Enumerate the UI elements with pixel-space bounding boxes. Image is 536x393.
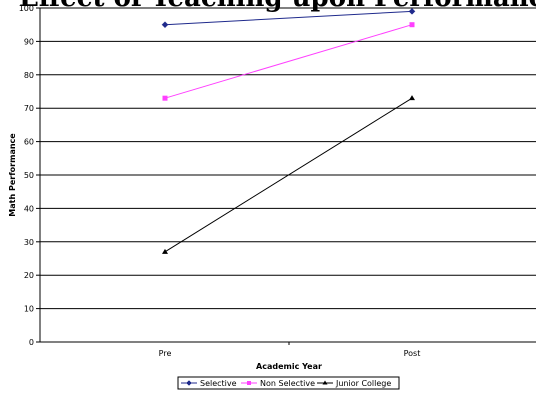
data-point xyxy=(186,380,192,386)
series-line xyxy=(164,24,413,99)
y-axis-label: Math Performance xyxy=(8,133,17,217)
legend-label: Junior College xyxy=(335,379,391,388)
data-point xyxy=(409,95,415,101)
x-tick-label: Post xyxy=(404,349,421,358)
legend-item: Selective xyxy=(181,379,237,388)
y-tick-label: 50 xyxy=(24,171,34,180)
series-group xyxy=(161,7,416,254)
y-tick-label: 100 xyxy=(19,4,34,13)
data-point xyxy=(409,22,415,28)
data-point xyxy=(162,95,168,101)
series-junior-college xyxy=(162,95,415,254)
data-point xyxy=(162,248,168,254)
y-tick-label: 0 xyxy=(29,338,34,347)
gridlines xyxy=(40,7,536,310)
y-tick-label: 70 xyxy=(24,104,34,113)
series-non-selective xyxy=(162,22,415,101)
series-line xyxy=(164,97,413,253)
series-line xyxy=(164,10,413,26)
legend-item: Non Selective xyxy=(241,379,315,388)
data-point xyxy=(408,7,416,15)
y-axis-ticks: 0 10 20 30 40 50 60 70 80 90 100 xyxy=(19,4,40,347)
y-tick-label: 60 xyxy=(24,138,34,147)
data-point xyxy=(161,21,169,29)
chart-title: Effect of Teaching upon Performance xyxy=(19,0,536,13)
series-selective xyxy=(161,7,416,29)
data-point xyxy=(322,380,328,385)
legend-box xyxy=(177,376,400,390)
x-axis-label: Academic Year xyxy=(256,362,322,371)
y-tick-label: 10 xyxy=(24,305,34,314)
legend-label: Non Selective xyxy=(260,379,315,388)
legend-label: Selective xyxy=(200,379,237,388)
y-tick-label: 20 xyxy=(24,271,34,280)
legend-item: Junior College xyxy=(317,379,391,388)
legend: Selective Non Selective Junior College xyxy=(177,376,400,390)
y-tick-label: 30 xyxy=(24,238,34,247)
y-tick-label: 90 xyxy=(24,37,34,46)
x-tick-label: Pre xyxy=(159,349,172,358)
x-axis-ticks: Pre Post xyxy=(159,342,421,358)
y-tick-label: 40 xyxy=(24,204,34,213)
y-tick-label: 80 xyxy=(24,71,34,80)
data-point xyxy=(247,381,251,385)
